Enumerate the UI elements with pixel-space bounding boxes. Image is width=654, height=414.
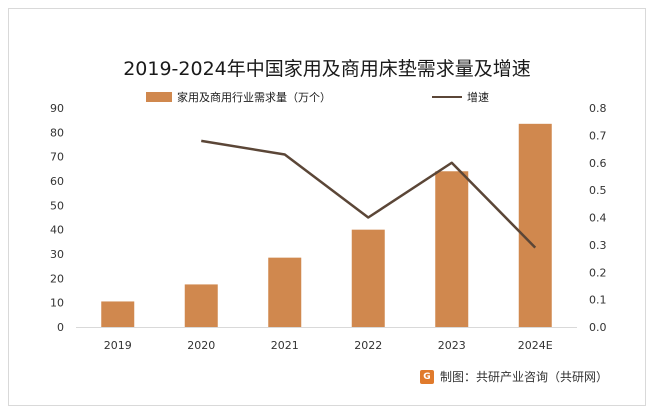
y-left-tick-label: 60 (50, 175, 64, 188)
legend-swatch-bar (146, 92, 172, 102)
x-tick-label: 2019 (104, 339, 132, 352)
y-left-tick-label: 0 (57, 321, 64, 334)
source-text: 制图：共研产业咨询（共研网） (440, 370, 609, 384)
bar (351, 229, 385, 327)
chart-title: 2019-2024年中国家用及商用床垫需求量及增速 (123, 58, 531, 80)
bar (268, 257, 302, 327)
y-left-tick-label: 70 (50, 151, 64, 164)
legend-item-demand: 家用及商用行业需求量（万个） (146, 89, 331, 105)
y-left-tick-label: 30 (50, 248, 64, 261)
legend-swatch-line (432, 96, 462, 98)
x-tick-label: 2022 (354, 339, 382, 352)
y-right-tick-label: 0.8 (589, 102, 607, 115)
x-tick-label: 2020 (187, 339, 215, 352)
source-note: G 制图：共研产业咨询（共研网） (420, 368, 608, 385)
growth-line (201, 139, 537, 249)
legend-item-growth: 增速 (432, 89, 489, 105)
y-right-tick-label: 0.4 (589, 212, 607, 225)
bar (435, 171, 469, 327)
y-left-tick-label: 10 (50, 297, 64, 310)
y-left-tick-label: 40 (50, 224, 64, 237)
y-right-tick-label: 0.6 (589, 157, 607, 170)
bar (518, 123, 552, 327)
y-left-tick-label: 90 (50, 102, 64, 115)
y-right-tick-label: 0.7 (589, 129, 607, 142)
bar (184, 284, 218, 327)
y-right-tick-label: 0.1 (589, 294, 607, 307)
x-tick-label: 2021 (271, 339, 299, 352)
y-right-tick-label: 0.5 (589, 184, 607, 197)
y-right-tick-label: 0.2 (589, 266, 607, 279)
y-left-tick-label: 80 (50, 126, 64, 139)
y-left-tick-label: 20 (50, 272, 64, 285)
x-tick-label: 2024E (518, 339, 553, 352)
chart-legend: 家用及商用行业需求量（万个） 增速 (0, 89, 654, 105)
legend-label-demand: 家用及商用行业需求量（万个） (177, 91, 331, 104)
legend-label-growth: 增速 (467, 91, 489, 104)
x-tick-label: 2023 (438, 339, 466, 352)
brand-logo-icon: G (420, 369, 434, 384)
y-right-tick-label: 0.3 (589, 239, 607, 252)
bar (101, 301, 135, 327)
y-right-tick-label: 0.0 (589, 321, 607, 334)
y-left-tick-label: 50 (50, 199, 64, 212)
